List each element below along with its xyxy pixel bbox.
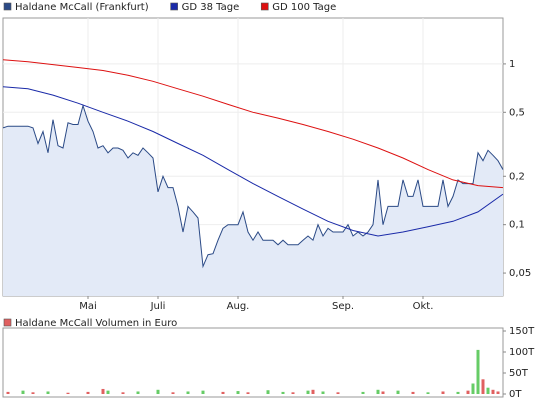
x-tick-label: Aug. xyxy=(227,301,250,312)
legend-swatch xyxy=(170,2,178,11)
volume-bar xyxy=(496,391,500,394)
volume-bar xyxy=(361,391,365,394)
x-tick-label: Okt. xyxy=(413,301,434,312)
volume-bar xyxy=(236,391,240,394)
y-tick-label: 0T xyxy=(509,389,522,400)
volume-bar xyxy=(21,390,25,394)
y-tick-label: 1 xyxy=(509,59,515,70)
plot-frame xyxy=(2,327,504,398)
volume-bar xyxy=(306,390,310,394)
volume-bar xyxy=(281,391,285,394)
x-tick-label: Juli xyxy=(150,301,166,312)
legend-swatch xyxy=(3,318,12,327)
volume-bar xyxy=(106,390,110,394)
legend-label: Haldane McCall (Frankfurt) xyxy=(15,2,149,13)
y-tick-label: 50T xyxy=(509,368,529,379)
volume-bar xyxy=(456,391,460,394)
volume-bar xyxy=(186,391,190,394)
volume-bar xyxy=(321,391,325,394)
legend-label: GD 38 Tage xyxy=(182,2,240,13)
y-tick-label: 0,2 xyxy=(509,171,525,182)
legend-swatch xyxy=(260,2,269,11)
y-tick-label: 0,05 xyxy=(509,268,531,279)
volume-bar xyxy=(201,390,205,394)
volume-bar xyxy=(66,392,70,394)
price-area xyxy=(3,105,503,296)
volume-bar xyxy=(31,392,35,394)
volume-bar xyxy=(246,392,250,394)
volume-bar xyxy=(336,392,340,394)
volume-bar xyxy=(396,390,400,394)
volume-bar xyxy=(481,379,485,394)
legend-label: GD 100 Tage xyxy=(272,2,336,13)
volume-bar xyxy=(291,392,295,394)
series-line xyxy=(2,59,504,189)
volume-bar xyxy=(381,391,385,394)
volume-bar xyxy=(471,383,475,394)
volume-bar xyxy=(156,389,160,394)
volume-bar xyxy=(46,391,50,394)
legend-label: Haldane McCall Volumen in Euro xyxy=(15,318,177,329)
volume-bar xyxy=(311,389,315,394)
volume-bar xyxy=(221,391,225,394)
volume-bar xyxy=(171,392,175,394)
y-tick-label: 100T xyxy=(509,347,535,358)
x-tick-label: Sep. xyxy=(332,301,354,312)
volume-bar xyxy=(486,387,490,394)
volume-bar xyxy=(441,391,445,394)
series-line xyxy=(2,86,504,237)
volume-bar xyxy=(121,392,125,394)
legend-swatch xyxy=(3,2,12,11)
y-tick-label: 150T xyxy=(509,326,535,337)
volume-bar xyxy=(376,389,380,394)
volume-bar xyxy=(476,349,480,394)
x-tick-label: Mai xyxy=(79,301,97,312)
volume-bar xyxy=(86,391,90,394)
volume-bar xyxy=(101,388,105,394)
y-tick-label: 0,5 xyxy=(509,107,525,118)
y-tick-label: 0,1 xyxy=(509,220,525,231)
volume-bar xyxy=(466,390,470,394)
series-line xyxy=(2,103,504,269)
volume-bar xyxy=(491,389,495,394)
volume-bar xyxy=(266,390,270,394)
volume-bar xyxy=(136,391,140,394)
volume-bar xyxy=(411,391,415,394)
volume-bar xyxy=(6,391,10,394)
volume-bar xyxy=(426,392,430,394)
